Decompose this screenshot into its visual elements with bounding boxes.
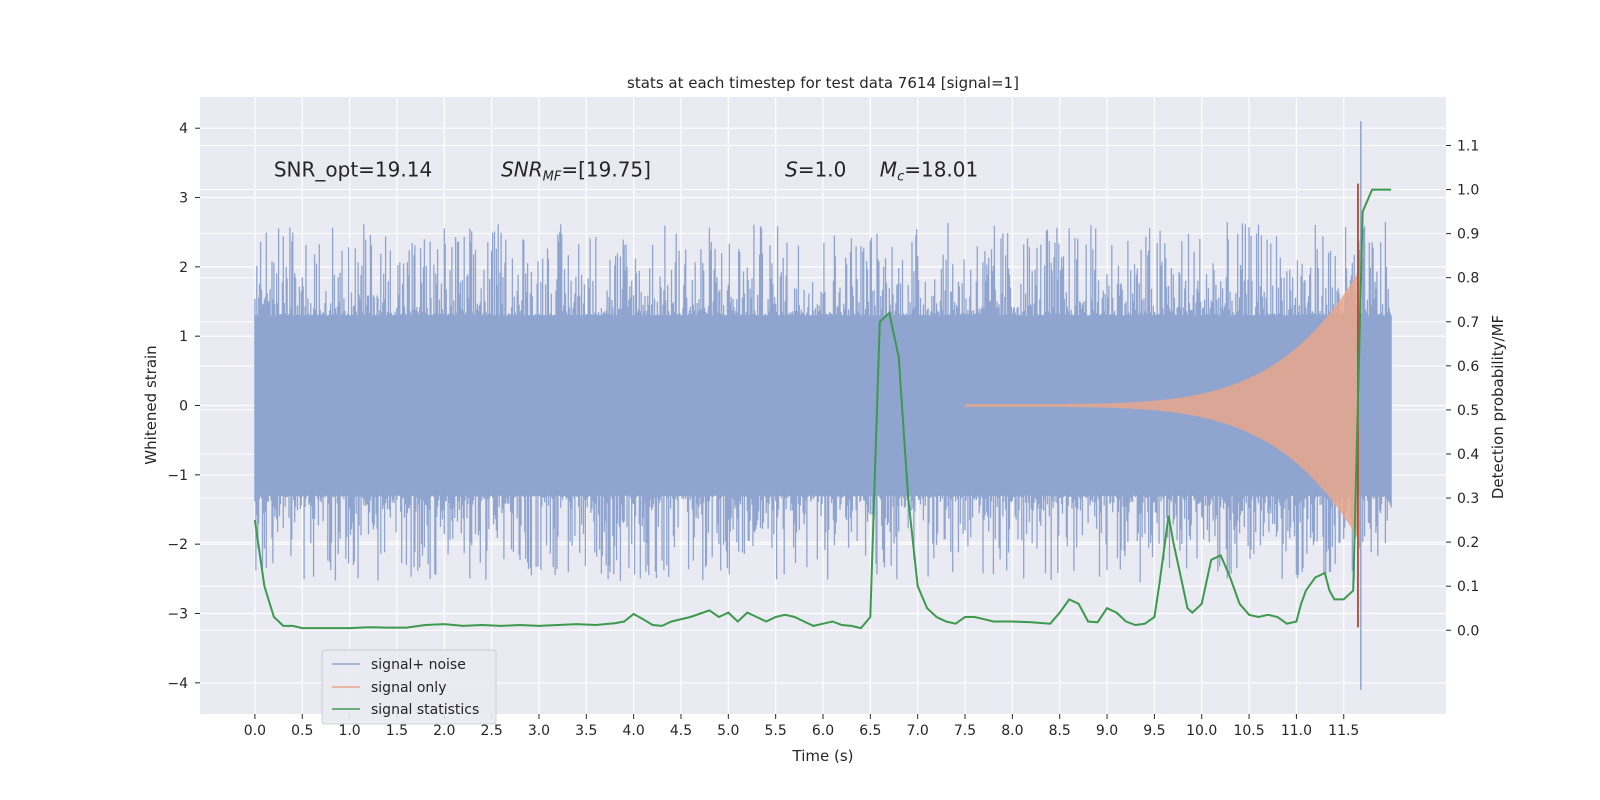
y-right-tick-label: 0.2 bbox=[1457, 535, 1479, 551]
y-tick-label: −1 bbox=[167, 468, 188, 484]
x-tick-label: 7.0 bbox=[907, 723, 929, 739]
signal-only-envelope bbox=[965, 272, 1358, 539]
y-axis-label: Whitened strain bbox=[142, 345, 160, 464]
y-right-tick-label: 1.0 bbox=[1457, 183, 1479, 199]
x-tick-label: 7.5 bbox=[954, 723, 976, 739]
y-tick-label: 1 bbox=[179, 329, 188, 345]
x-tick-label: 3.0 bbox=[528, 723, 550, 739]
x-tick-label: 11.5 bbox=[1328, 723, 1359, 739]
y-right-tick-label: 1.1 bbox=[1457, 138, 1479, 154]
x-tick-label: 1.5 bbox=[386, 723, 408, 739]
x-tick-label: 0.5 bbox=[291, 723, 313, 739]
x-axis-label: Time (s) bbox=[792, 747, 854, 765]
y-right-axis-label: Detection probability/MF bbox=[1489, 315, 1507, 499]
y-right-tick-label: 0.8 bbox=[1457, 271, 1479, 287]
annotation: SNRMF=[19.75] bbox=[501, 158, 651, 185]
y-tick-label: −2 bbox=[167, 537, 188, 553]
x-tick-label: 8.0 bbox=[1001, 723, 1023, 739]
legend-box bbox=[321, 649, 497, 725]
annotation: S=1.0 bbox=[785, 158, 846, 182]
x-tick-label: 2.0 bbox=[433, 723, 455, 739]
x-axis-ticks: 0.0 0.5 1.0 1.5 2.0 2.5 3.0 3.5 4.0 4.5 5.0 5.5 6.0 6… bbox=[244, 714, 1359, 739]
y-right-axis-ticks: 1.1 1.0 0.9 0.8 0.7 0.6 0.5 0.4 0.3 0.2 0.1 0.0 bbox=[1446, 138, 1479, 639]
y-right-tick-label: 0.6 bbox=[1457, 359, 1479, 375]
x-tick-label: 9.0 bbox=[1096, 723, 1118, 739]
x-tick-label: 10.0 bbox=[1186, 723, 1217, 739]
y-tick-label: 2 bbox=[179, 260, 188, 276]
x-tick-label: 4.0 bbox=[623, 723, 645, 739]
y-right-tick-label: 0.3 bbox=[1457, 491, 1479, 507]
y-right-tick-label: 0.4 bbox=[1457, 447, 1479, 463]
legend-label-signal-noise: signal+ noise bbox=[371, 657, 466, 673]
y-tick-label: −3 bbox=[167, 606, 188, 622]
y-right-tick-label: 0.5 bbox=[1457, 403, 1479, 419]
x-tick-label: 6.0 bbox=[812, 723, 834, 739]
x-tick-label: 4.5 bbox=[670, 723, 692, 739]
y-axis-ticks: 4 3 2 1 0 −1 −2 −3 −4 bbox=[167, 121, 200, 692]
y-right-tick-label: 0.0 bbox=[1457, 623, 1479, 639]
y-tick-label: 3 bbox=[179, 191, 188, 207]
x-tick-label: 6.5 bbox=[859, 723, 881, 739]
signal-statistics-line bbox=[253, 188, 1392, 630]
y-tick-label: 4 bbox=[179, 121, 188, 137]
x-tick-label: 11.0 bbox=[1281, 723, 1312, 739]
legend-label-signal-only: signal only bbox=[371, 680, 446, 696]
annotation: Mc=18.01 bbox=[880, 158, 978, 185]
x-tick-label: 10.5 bbox=[1233, 723, 1264, 739]
x-tick-label: 3.5 bbox=[575, 723, 597, 739]
annotations: SNR_opt=19.14 SNRMF=[19.75] S=1.0 Mc=18.01 bbox=[274, 158, 978, 185]
x-tick-label: 5.5 bbox=[765, 723, 787, 739]
x-tick-label: 5.0 bbox=[717, 723, 739, 739]
chart-title: stats at each timestep for test data 761… bbox=[627, 74, 1019, 92]
y-tick-label: −4 bbox=[167, 676, 188, 692]
x-tick-label: 8.5 bbox=[1049, 723, 1071, 739]
legend-label-signal-statistics: signal statistics bbox=[371, 702, 479, 718]
x-tick-label: 1.0 bbox=[338, 723, 360, 739]
y-right-tick-label: 0.9 bbox=[1457, 227, 1479, 243]
series-signal-statistics bbox=[253, 188, 1392, 630]
annotation: SNR_opt=19.14 bbox=[274, 158, 432, 182]
y-tick-label: 0 bbox=[179, 399, 188, 415]
y-right-tick-label: 0.7 bbox=[1457, 315, 1479, 331]
x-tick-label: 9.5 bbox=[1143, 723, 1165, 739]
legend: signal+ noise signal only signal statist… bbox=[321, 649, 497, 725]
x-tick-label: 2.5 bbox=[480, 723, 502, 739]
y-right-tick-label: 0.1 bbox=[1457, 579, 1479, 595]
x-tick-label: 0.0 bbox=[244, 723, 266, 739]
